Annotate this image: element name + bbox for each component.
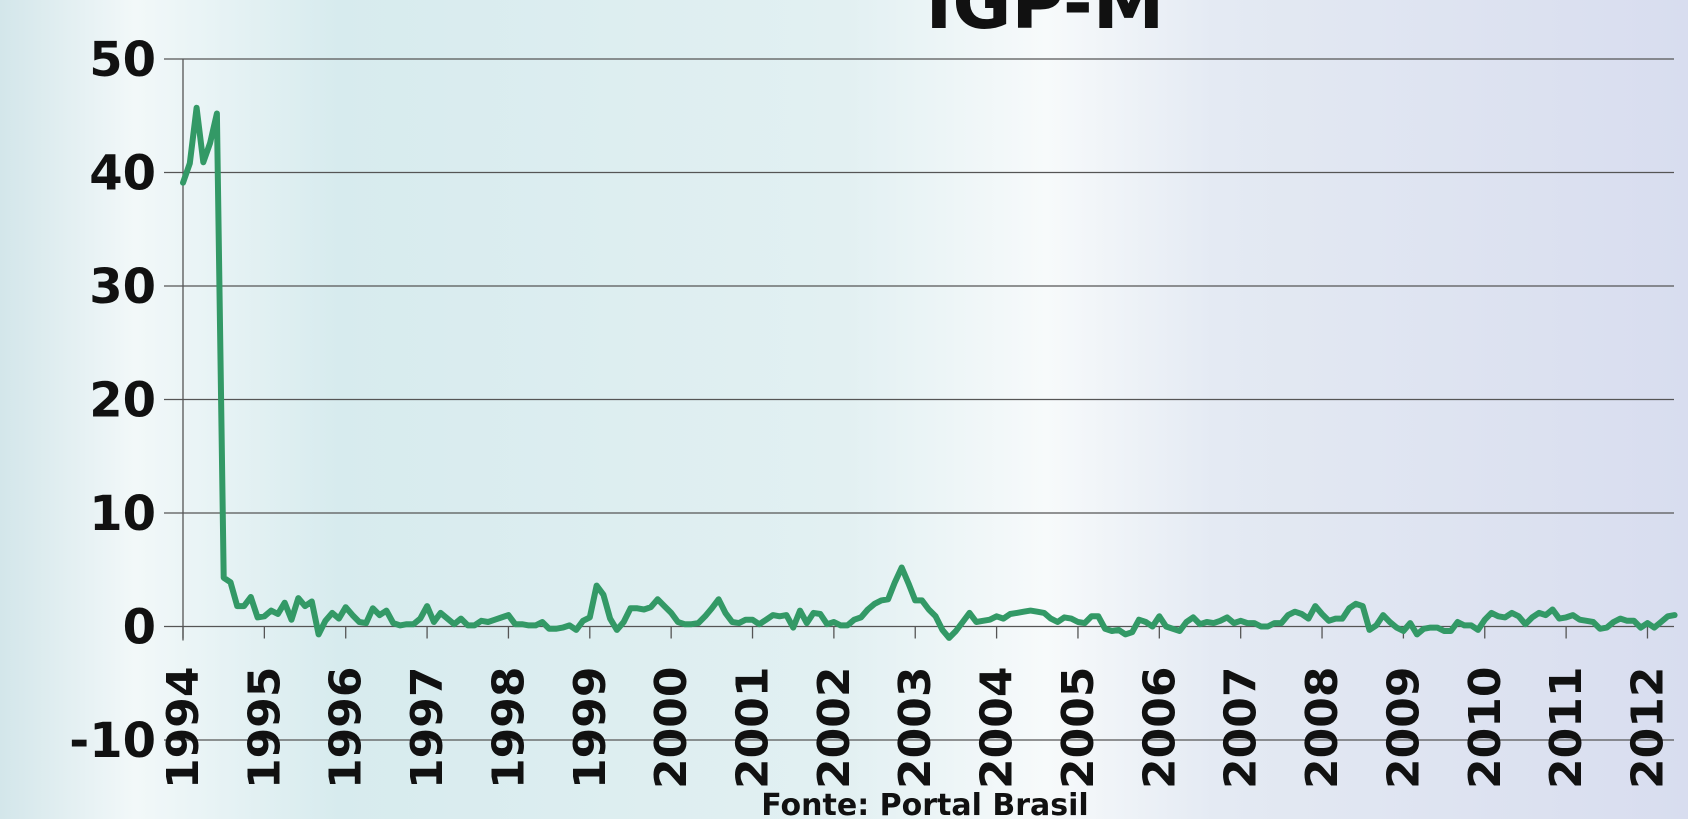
x-tick-label: 2012 [1622,667,1673,789]
x-tick-label: 1998 [483,667,534,789]
x-tick-label: 2002 [809,667,860,789]
x-tick-label: 2009 [1378,667,1429,789]
y-tick-label: 40 [89,146,156,202]
x-tick-label: 2011 [1541,667,1592,789]
chart-title: IGP-M [926,0,1165,45]
x-tick-label: 2008 [1297,667,1348,789]
x-tick-label: 1997 [402,667,453,789]
y-tick-label: 20 [89,373,156,429]
source: Fonte: Portal Brasil [761,788,1088,819]
y-tick-label: 10 [89,486,156,542]
x-tick-label: 2010 [1460,667,1511,789]
x-tick-label: 2001 [728,667,779,789]
x-tick-label: 2005 [1053,667,1104,789]
x-tick-label: 2006 [1134,667,1185,789]
y-tick-label: 0 [123,600,156,656]
x-tick-label: 1995 [239,667,290,789]
x-tick-label: 2000 [646,667,697,789]
x-tick-label: 2004 [972,667,1023,789]
x-tick-label: 1996 [321,667,372,789]
x-tick-label: 2007 [1216,667,1267,789]
y-tick-label: 30 [89,259,156,315]
y-tick-label: -10 [69,713,156,769]
x-tick-label: 1999 [565,667,616,789]
x-tick-label: 2003 [890,667,941,789]
data-line [180,104,1678,641]
y-tick-label: 50 [89,32,156,88]
x-tick-label: 1994 [158,667,209,789]
